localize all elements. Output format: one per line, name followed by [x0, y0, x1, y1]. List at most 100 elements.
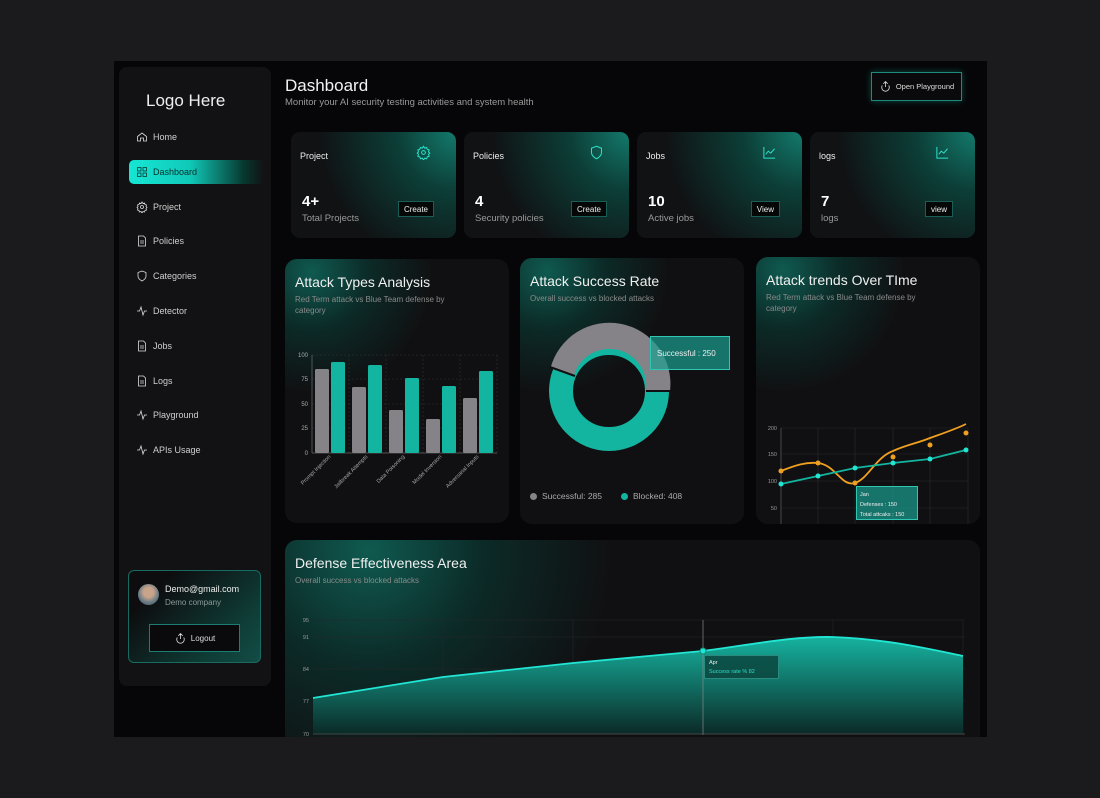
gear-icon — [136, 200, 148, 213]
sidebar-item-label: Logs — [153, 375, 173, 386]
sidebar-item-policies[interactable]: Policies — [129, 229, 264, 253]
shield-icon — [137, 270, 147, 282]
stat-label: Policies — [473, 151, 505, 161]
svg-text:Model Inversion: Model Inversion — [412, 454, 444, 486]
create-project-button[interactable]: Create — [397, 201, 434, 217]
sidebar-item-playground[interactable]: Playground — [129, 403, 264, 427]
logout-button[interactable]: Logout — [149, 624, 240, 652]
stat-card-jobs: Jobs 10 Active jobs View — [637, 132, 802, 238]
gear-icon — [416, 145, 431, 160]
activity-icon — [137, 305, 147, 317]
user-email: Demo@gmail.com — [165, 584, 240, 594]
donut-tooltip: Successful : 250 — [650, 336, 730, 370]
svg-text:100: 100 — [768, 479, 777, 485]
svg-text:50: 50 — [771, 506, 777, 512]
svg-text:200: 200 — [768, 426, 777, 432]
sidebar-item-categories[interactable]: Categories — [129, 264, 264, 288]
document-icon — [138, 375, 146, 386]
legend-dot — [530, 492, 537, 500]
sidebar-item-project[interactable]: Project — [129, 195, 264, 219]
tooltip-line: Success rate % 82 — [709, 669, 755, 675]
sidebar-item-dashboard[interactable]: Dashboard — [129, 159, 264, 184]
bar-chart: 100 75 50 25 0 Prompt Injection Jailbreak At… — [298, 353, 498, 490]
legend-successful: Successful: 285 — [530, 491, 602, 501]
stat-desc: logs — [821, 213, 839, 224]
page-subtitle: Monitor your AI security testing activit… — [285, 97, 534, 108]
open-playground-button[interactable]: Open Playground — [871, 72, 962, 101]
sidebar-item-detector[interactable]: Detector — [129, 299, 264, 323]
stat-label: Project — [300, 151, 329, 161]
card-subtitle: Overall success vs blocked attacks — [530, 294, 655, 303]
attack-trends-card: Attack trends Over TIme Red Term attack … — [756, 257, 980, 524]
sidebar-item-jobs[interactable]: Jobs — [129, 334, 264, 358]
attack-success-rate-card: Attack Success Rate Overall success vs b… — [520, 258, 744, 524]
activity-icon — [137, 444, 147, 456]
upload-icon — [881, 81, 890, 92]
card-subtitle: Red Term attack vs Blue Team defense by … — [295, 295, 445, 315]
document-icon — [138, 235, 146, 247]
card-title: Attack Types Analysis — [295, 274, 431, 290]
legend-label: Blocked: 408 — [633, 491, 683, 501]
logo: Logo Here — [146, 91, 226, 110]
stat-value: 4 — [475, 193, 484, 210]
sidebar-item-apis-usage[interactable]: APIs Usage — [129, 438, 264, 462]
sidebar-item-label: Home — [153, 132, 178, 142]
open-playground-label: Open Playground — [895, 82, 955, 91]
home-icon — [137, 132, 147, 142]
avatar — [138, 584, 159, 605]
card-subtitle: Red Term attack vs Blue Team defense by … — [766, 293, 916, 313]
stat-label: logs — [819, 151, 836, 161]
sidebar-item-label: Jobs — [153, 340, 173, 351]
svg-text:Jailbreak Attempts: Jailbreak Attempts — [333, 454, 369, 490]
chart-line-icon — [936, 146, 949, 159]
page-title: Dashboard — [285, 76, 369, 95]
line-chart: 200150100500 JanFebMarAprMayJun — [768, 423, 969, 524]
legend-blocked: Blocked: 408 — [621, 491, 682, 501]
sidebar-item-logs[interactable]: Logs — [129, 369, 264, 393]
stat-value: 7 — [821, 193, 830, 210]
svg-text:Data Poisoning: Data Poisoning — [376, 454, 407, 485]
create-policy-button[interactable]: Create — [570, 201, 607, 217]
user-panel: Demo@gmail.com Demo company Logout — [128, 570, 261, 663]
stat-desc: Total Projects — [302, 213, 360, 224]
logout-icon — [176, 632, 185, 644]
svg-text:77: 77 — [303, 699, 309, 705]
tooltip-month: Apr — [709, 660, 718, 666]
svg-text:70: 70 — [303, 732, 309, 737]
sidebar-item-home[interactable]: Home — [129, 125, 264, 149]
stat-card-project: Project 4+ Total Projects Create — [291, 132, 456, 238]
stat-value: 4+ — [302, 193, 320, 210]
card-title: Attack trends Over TIme — [766, 272, 918, 288]
stat-value: 10 — [648, 193, 665, 210]
stat-desc: Active jobs — [648, 213, 694, 224]
activity-icon — [137, 410, 147, 421]
sidebar-item-label: Detector — [153, 305, 188, 316]
svg-text:91: 91 — [303, 635, 309, 641]
card-subtitle: Overall success vs blocked attacks — [295, 576, 420, 585]
sidebar-item-label: APIs Usage — [153, 445, 201, 456]
area-tooltip: Apr Success rate % 82 — [704, 655, 779, 679]
legend-dot — [621, 492, 628, 500]
sidebar-item-label: Categories — [153, 271, 197, 282]
card-title: Defense Effectiveness Area — [295, 555, 467, 571]
svg-text:75: 75 — [301, 377, 308, 383]
svg-text:0: 0 — [305, 451, 309, 457]
tooltip-line: Defenses : 150 — [860, 502, 897, 508]
card-title: Attack Success Rate — [530, 273, 660, 289]
user-company: Demo company — [165, 598, 222, 607]
view-jobs-button[interactable]: View — [750, 201, 780, 217]
svg-text:150: 150 — [768, 452, 777, 458]
svg-text:50: 50 — [301, 402, 308, 408]
sidebar: Logo Here Home Dashboard Project Policie… — [119, 67, 271, 686]
sidebar-item-label: Policies — [153, 236, 185, 247]
svg-text:25: 25 — [301, 426, 308, 432]
trend-tooltip: Jan Defenses : 150 Total attcaks : 150 — [856, 486, 918, 520]
area-chart: 95 91 84 77 70 — [303, 618, 965, 737]
sidebar-item-label: Playground — [153, 410, 199, 421]
view-logs-button[interactable]: view — [924, 201, 953, 217]
sidebar-item-label: Project — [153, 201, 182, 212]
svg-text:Prompt Injection: Prompt Injection — [300, 454, 332, 486]
stat-card-logs: logs 7 logs view — [810, 132, 975, 238]
svg-text:100: 100 — [298, 353, 309, 359]
app-frame: Logo Here Home Dashboard Project Policie… — [114, 61, 987, 737]
